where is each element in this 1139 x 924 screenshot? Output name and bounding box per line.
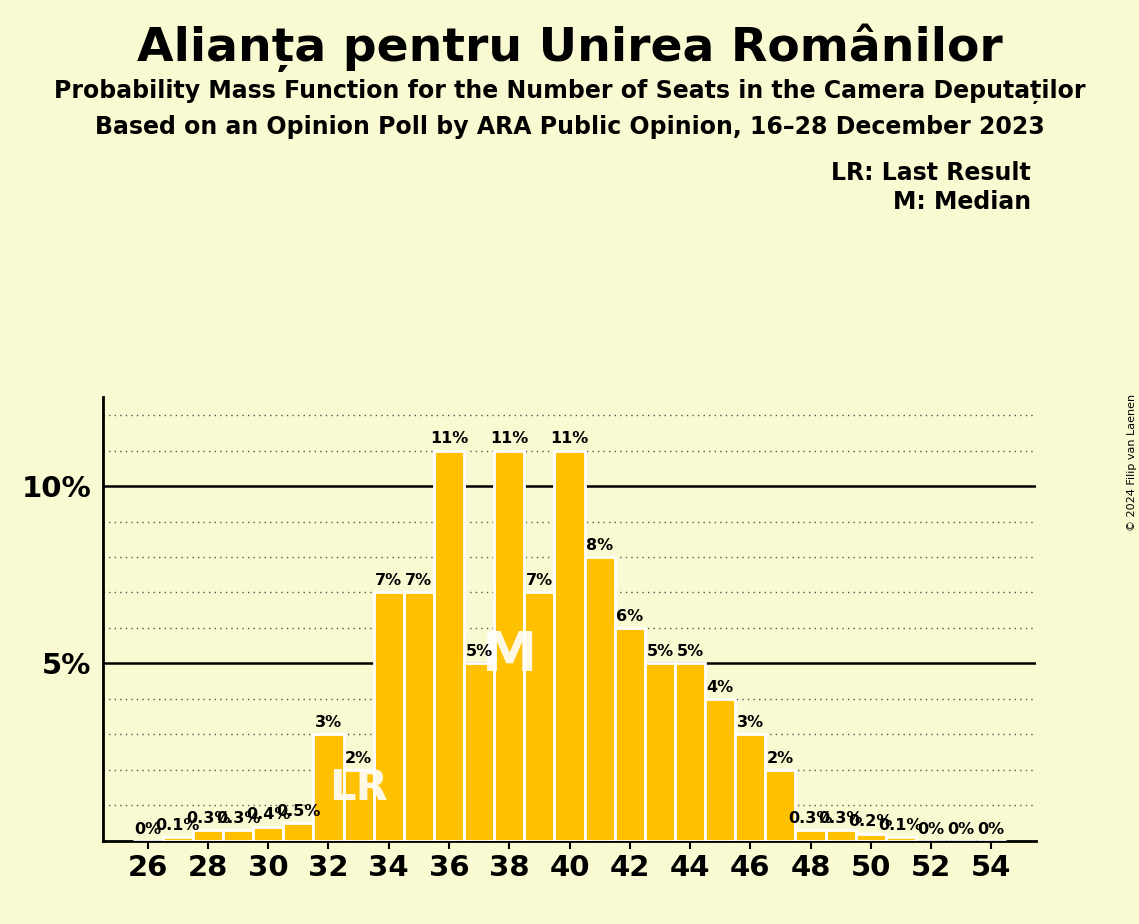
Text: 11%: 11%	[490, 432, 528, 446]
Text: 0%: 0%	[134, 821, 162, 836]
Bar	[675, 663, 705, 841]
Bar	[765, 770, 795, 841]
Text: M: M	[482, 629, 536, 684]
Bar	[464, 663, 494, 841]
Bar	[223, 830, 253, 841]
Text: LR: LR	[329, 767, 388, 808]
Text: 0%: 0%	[918, 821, 944, 836]
Bar	[795, 830, 826, 841]
Bar	[404, 592, 434, 841]
Bar	[192, 830, 223, 841]
Bar	[735, 735, 765, 841]
Text: 2%: 2%	[767, 750, 794, 766]
Bar	[826, 830, 855, 841]
Text: 0%: 0%	[977, 821, 1005, 836]
Text: 0.3%: 0.3%	[788, 811, 833, 826]
Bar	[615, 628, 645, 841]
Bar	[494, 451, 524, 841]
Text: LR: Last Result: LR: Last Result	[831, 161, 1031, 185]
Bar	[886, 837, 916, 841]
Bar	[253, 827, 284, 841]
Bar	[584, 557, 615, 841]
Text: 0%: 0%	[948, 821, 975, 836]
Text: 6%: 6%	[616, 609, 644, 624]
Bar	[344, 770, 374, 841]
Text: M: Median: M: Median	[893, 190, 1031, 214]
Text: Based on an Opinion Poll by ARA Public Opinion, 16–28 December 2023: Based on an Opinion Poll by ARA Public O…	[95, 115, 1044, 139]
Bar	[855, 833, 886, 841]
Text: 5%: 5%	[646, 644, 673, 659]
Text: 5%: 5%	[677, 644, 704, 659]
Text: © 2024 Filip van Laenen: © 2024 Filip van Laenen	[1126, 394, 1137, 530]
Text: 3%: 3%	[737, 715, 764, 730]
Text: 0.4%: 0.4%	[246, 808, 290, 822]
Text: 0.1%: 0.1%	[156, 818, 200, 833]
Bar	[524, 592, 555, 841]
Bar	[284, 823, 313, 841]
Bar	[163, 837, 192, 841]
Text: 0.3%: 0.3%	[216, 811, 261, 826]
Bar	[313, 735, 344, 841]
Text: 5%: 5%	[466, 644, 493, 659]
Text: 7%: 7%	[526, 573, 552, 589]
Text: 8%: 8%	[587, 538, 613, 553]
Bar	[645, 663, 675, 841]
Text: 7%: 7%	[405, 573, 433, 589]
Text: 2%: 2%	[345, 750, 372, 766]
Text: 11%: 11%	[550, 432, 589, 446]
Text: 0.3%: 0.3%	[819, 811, 863, 826]
Bar	[705, 699, 735, 841]
Text: 11%: 11%	[429, 432, 468, 446]
Bar	[555, 451, 584, 841]
Text: Probability Mass Function for the Number of Seats in the Camera Deputaților: Probability Mass Function for the Number…	[54, 79, 1085, 103]
Text: 0.2%: 0.2%	[849, 814, 893, 830]
Text: 3%: 3%	[314, 715, 342, 730]
Text: 0.1%: 0.1%	[878, 818, 923, 833]
Text: Alianța pentru Unirea Românilor: Alianța pentru Unirea Românilor	[137, 23, 1002, 71]
Text: 0.3%: 0.3%	[186, 811, 230, 826]
Bar	[374, 592, 404, 841]
Bar	[434, 451, 464, 841]
Text: 4%: 4%	[706, 680, 734, 695]
Text: 0.5%: 0.5%	[276, 804, 320, 819]
Text: 7%: 7%	[375, 573, 402, 589]
